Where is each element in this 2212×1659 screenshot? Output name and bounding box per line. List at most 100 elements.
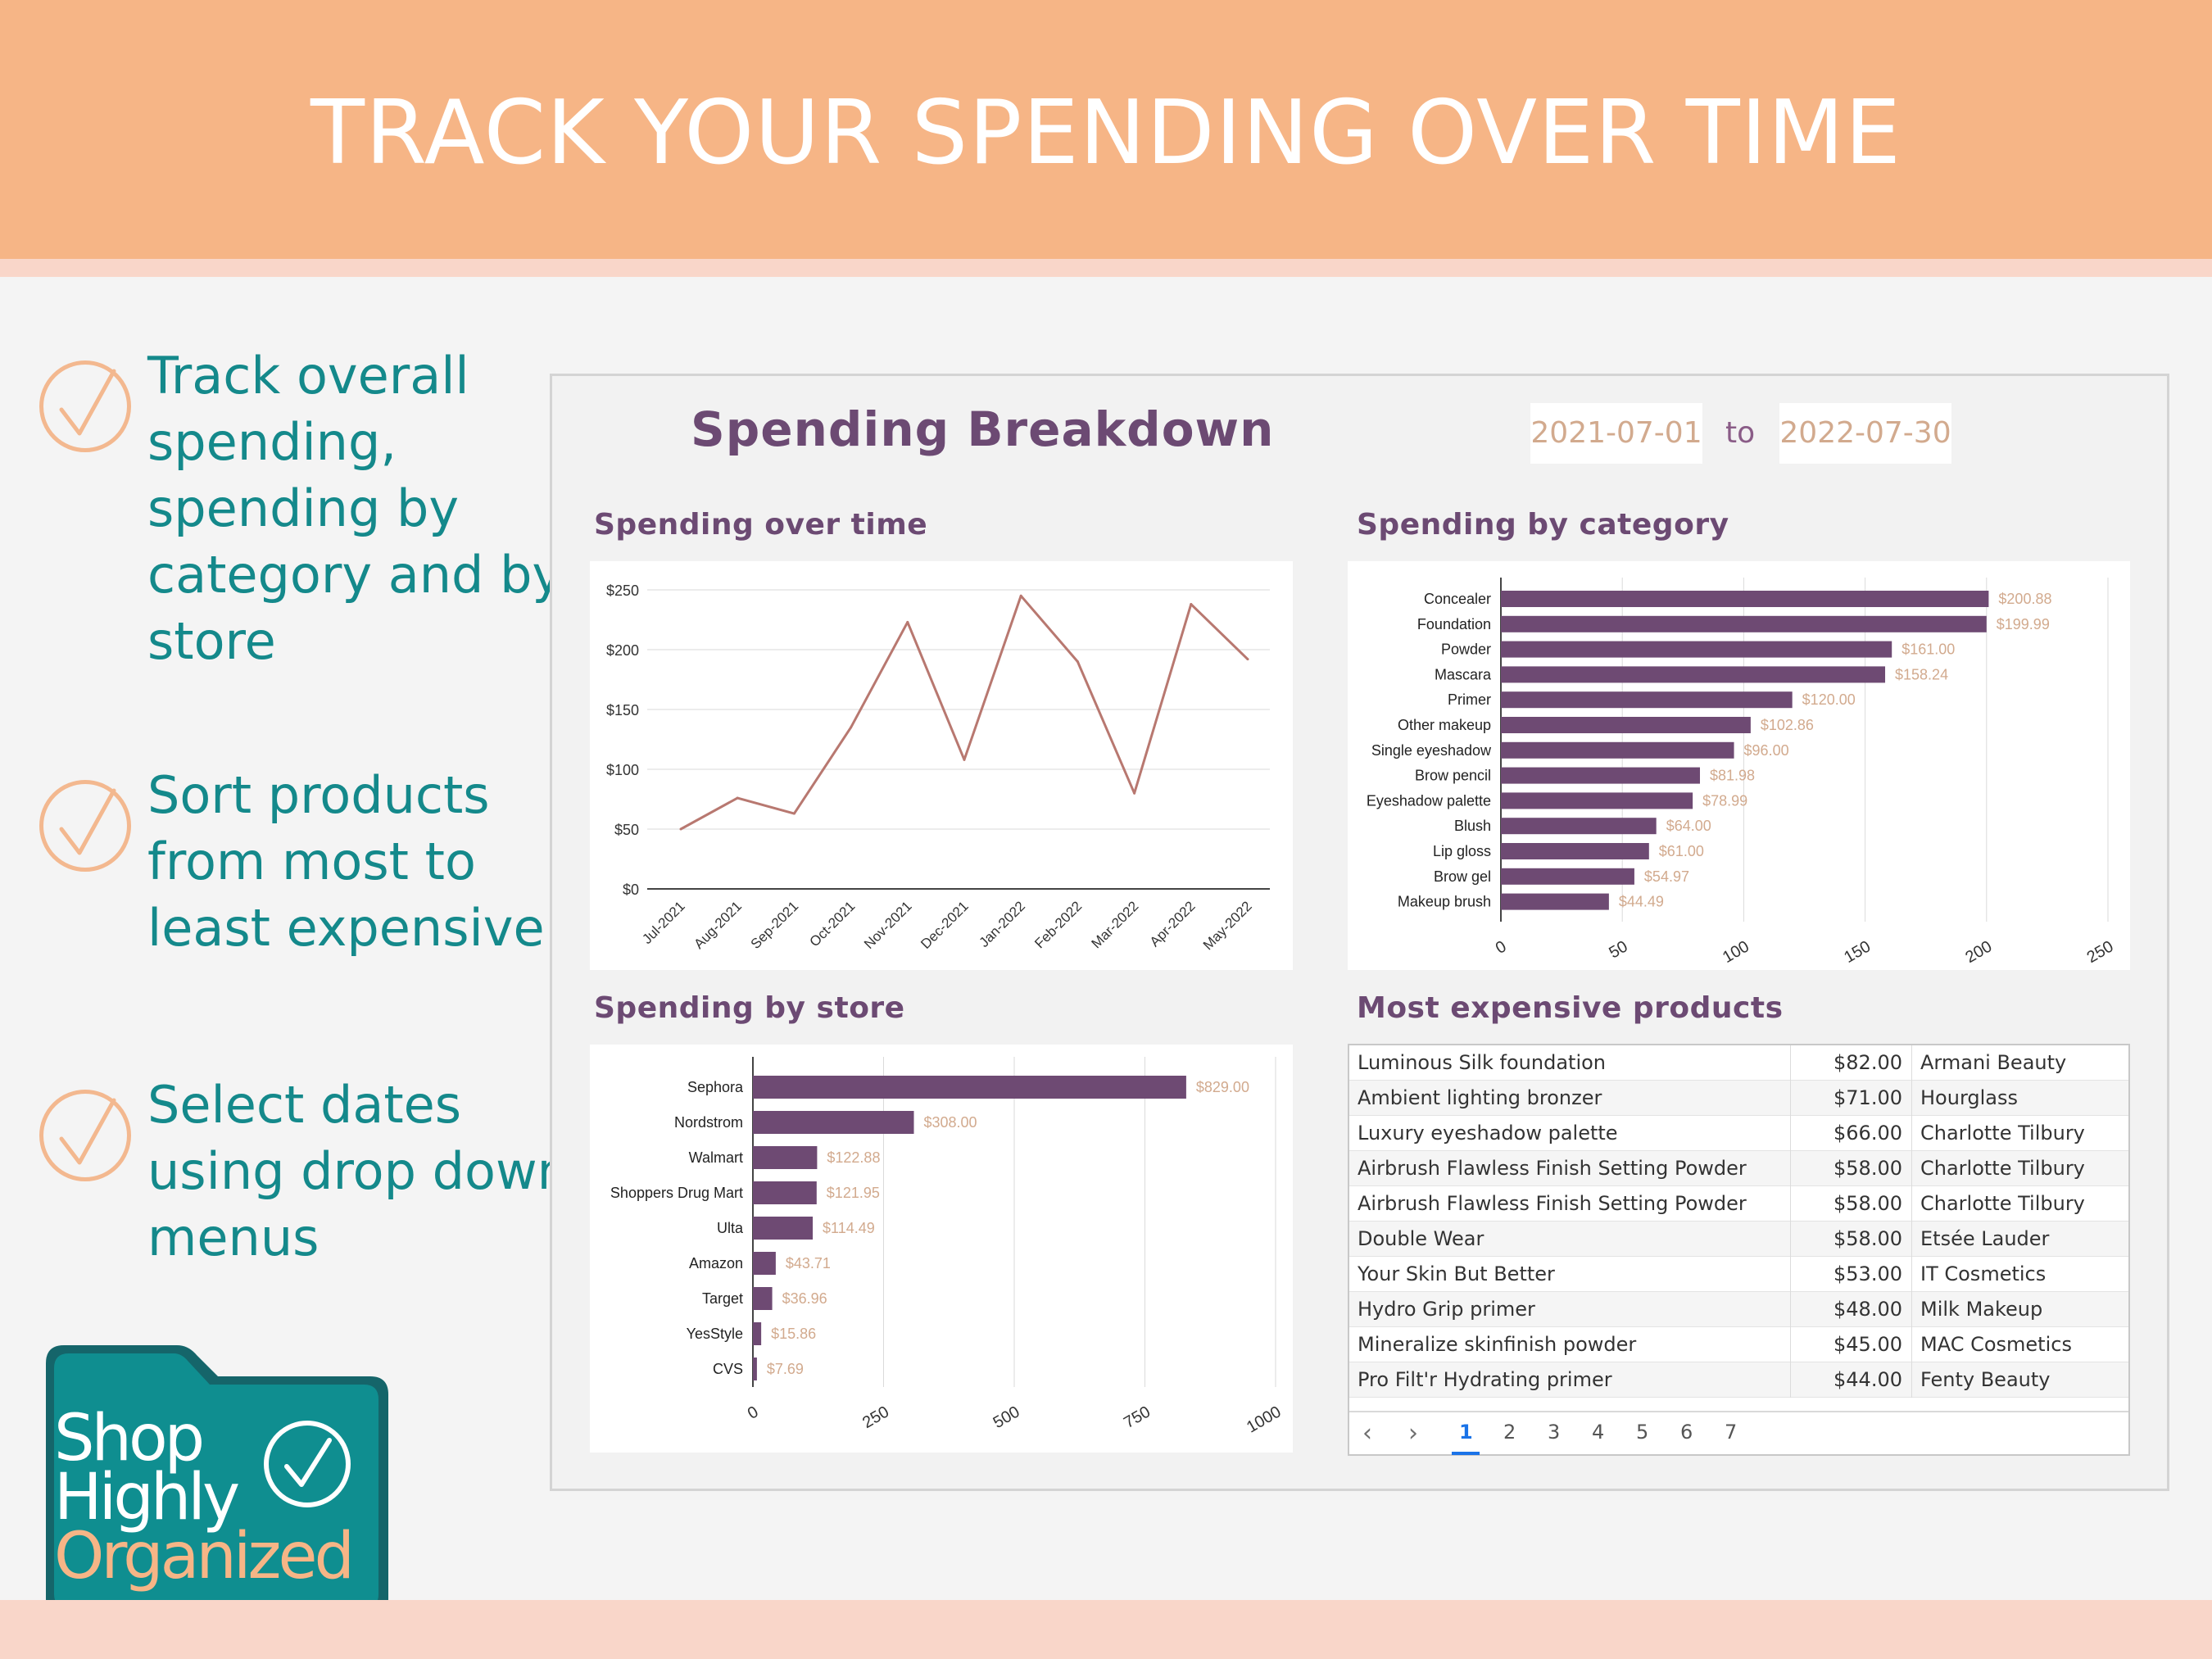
category-label: Brow pencil	[1415, 768, 1491, 784]
data-label: $200.88	[1998, 591, 2051, 607]
feature-text: Sort products from most to least expensi…	[147, 765, 545, 958]
bar	[1501, 717, 1751, 733]
x-tick-label: May-2022	[1200, 898, 1255, 953]
product-name-cell: Mineralize skinfinish powder	[1358, 1333, 1637, 1356]
x-tick-label: 250	[859, 1403, 892, 1432]
panel-title-most-expensive: Most expensive products	[1357, 991, 1784, 1025]
page-number[interactable]: 7	[1725, 1421, 1738, 1444]
category-label: YesStyle	[687, 1326, 743, 1342]
page-number[interactable]: 3	[1548, 1421, 1561, 1444]
panel-title-over-time: Spending over time	[594, 508, 928, 542]
page-headline: TRACK YOUR SPENDING OVER TIME	[310, 82, 1902, 184]
page-number[interactable]: 5	[1636, 1421, 1649, 1444]
data-label: $44.49	[1619, 894, 1664, 910]
logo-line: Shop	[54, 1402, 205, 1475]
data-label: $7.69	[767, 1361, 804, 1377]
category-label: Blush	[1454, 818, 1491, 834]
table-row: Luxury eyeshadow palette $66.00 Charlotte …	[1349, 1116, 2128, 1151]
product-name-cell: Your Skin But Better	[1358, 1262, 1555, 1285]
product-name-cell: Pro Filt'r Hydrating primer	[1358, 1368, 1612, 1391]
data-point	[1133, 791, 1136, 795]
table-row: Your Skin But Better $53.00 IT Cosmetics	[1349, 1257, 2128, 1292]
chevron-right-icon[interactable]: ›	[1408, 1419, 1418, 1448]
category-label: Makeup brush	[1398, 894, 1491, 910]
bar	[1501, 868, 1634, 885]
category-label: Ulta	[717, 1220, 744, 1236]
page-number[interactable]: 1	[1459, 1421, 1473, 1444]
product-name-cell: Luminous Silk foundation	[1358, 1051, 1607, 1074]
table-row: Double Wear $58.00 Etsée Lauder	[1349, 1222, 2128, 1257]
data-label: $15.86	[771, 1326, 816, 1342]
table-row: Pro Filt'r Hydrating primer $44.00 Fenty B…	[1349, 1362, 2128, 1398]
x-tick-label: Aug-2021	[691, 898, 745, 952]
data-point	[792, 812, 796, 815]
bar	[1501, 641, 1892, 658]
product-name-cell: Ambient lighting bronzer	[1358, 1086, 1602, 1109]
x-tick-label: 100	[1720, 937, 1752, 967]
category-label: Nordstrom	[674, 1114, 743, 1131]
x-tick-label: Sep-2021	[748, 898, 802, 952]
logo-line: Highly	[54, 1461, 240, 1534]
data-label: $829.00	[1196, 1079, 1249, 1095]
footer-strip	[0, 1600, 2212, 1659]
category-label: Amazon	[689, 1255, 743, 1271]
data-point	[1076, 660, 1079, 664]
store-bar-chart: 0 250 500 750 1000 Sephora $829.00 Nordstrom $30…	[610, 1057, 1285, 1437]
price-cell: $82.00	[1834, 1051, 1902, 1074]
panel-title-by-store: Spending by store	[594, 991, 905, 1025]
x-tick-label: 250	[2084, 937, 2117, 967]
page-number[interactable]: 2	[1503, 1421, 1516, 1444]
brand-cell: Charlotte Tilbury	[1920, 1157, 2085, 1180]
data-label: $161.00	[1902, 641, 1955, 658]
brand-cell: Charlotte Tilbury	[1920, 1192, 2085, 1215]
brand-cell: Armani Beauty	[1920, 1051, 2067, 1074]
bar	[753, 1322, 762, 1345]
brand-cell: Milk Makeup	[1920, 1298, 2043, 1321]
bar	[1501, 691, 1793, 709]
data-label: $43.71	[786, 1255, 831, 1271]
x-tick-label: 200	[1962, 937, 1995, 967]
date-to-dropdown[interactable]: 2022-07-30	[1779, 403, 1951, 464]
y-tick-label: $250	[606, 582, 639, 599]
data-point	[1019, 594, 1022, 597]
bar	[753, 1358, 757, 1380]
y-tick-label: $200	[606, 642, 639, 659]
bar	[1501, 666, 1886, 683]
chevron-left-icon[interactable]: ‹	[1362, 1419, 1372, 1448]
brand-cell: Fenty Beauty	[1920, 1368, 2051, 1391]
category-label: Single eyeshadow	[1371, 742, 1492, 759]
page-number[interactable]: 4	[1592, 1421, 1605, 1444]
bar	[753, 1287, 773, 1310]
page-number[interactable]: 6	[1680, 1421, 1693, 1444]
category-label: Other makeup	[1398, 717, 1491, 733]
logo: Shop Highly Organized	[41, 1340, 393, 1620]
price-cell: $58.00	[1834, 1157, 1902, 1180]
category-label: Walmart	[689, 1149, 743, 1166]
data-label: $78.99	[1702, 792, 1747, 809]
x-tick-label: Feb-2022	[1031, 898, 1085, 951]
category-bar-chart: 0 50 100 150 200 250 Concealer $200.88 Foundatio…	[1367, 578, 2117, 967]
table-row: Luminous Silk foundation $82.00 Armani Bea…	[1349, 1045, 2128, 1081]
price-cell: $48.00	[1834, 1298, 1902, 1321]
data-label: $122.88	[827, 1149, 880, 1166]
x-tick-label: Apr-2022	[1147, 898, 1199, 950]
bar	[753, 1146, 818, 1169]
logo-line: Organized	[54, 1520, 355, 1593]
store-chart-card: 0 250 500 750 1000 Sephora $829.00 Nordstrom $30…	[590, 1045, 1293, 1453]
products-table: Luminous Silk foundation $82.00 Armani Bea…	[1348, 1044, 2130, 1456]
bar	[753, 1181, 817, 1204]
bar	[1501, 615, 1987, 632]
category-label: Concealer	[1424, 591, 1491, 607]
banner-divider	[0, 259, 2212, 277]
check-circle-icon	[39, 780, 131, 872]
data-label: $199.99	[1997, 616, 2050, 632]
data-label: $102.86	[1761, 717, 1814, 733]
line-chart-card: $0 $50 $100 $150 $200 $250 Jul-2021 Aug-2021 Sep…	[590, 561, 1293, 970]
category-label: CVS	[713, 1361, 743, 1377]
data-label: $308.00	[924, 1114, 977, 1131]
product-name-cell: Luxury eyeshadow palette	[1358, 1122, 1618, 1145]
bar	[1501, 893, 1609, 910]
data-label: $81.98	[1710, 768, 1755, 784]
brand-cell: Charlotte Tilbury	[1920, 1122, 2085, 1145]
date-from-dropdown[interactable]: 2021-07-01	[1530, 403, 1702, 464]
